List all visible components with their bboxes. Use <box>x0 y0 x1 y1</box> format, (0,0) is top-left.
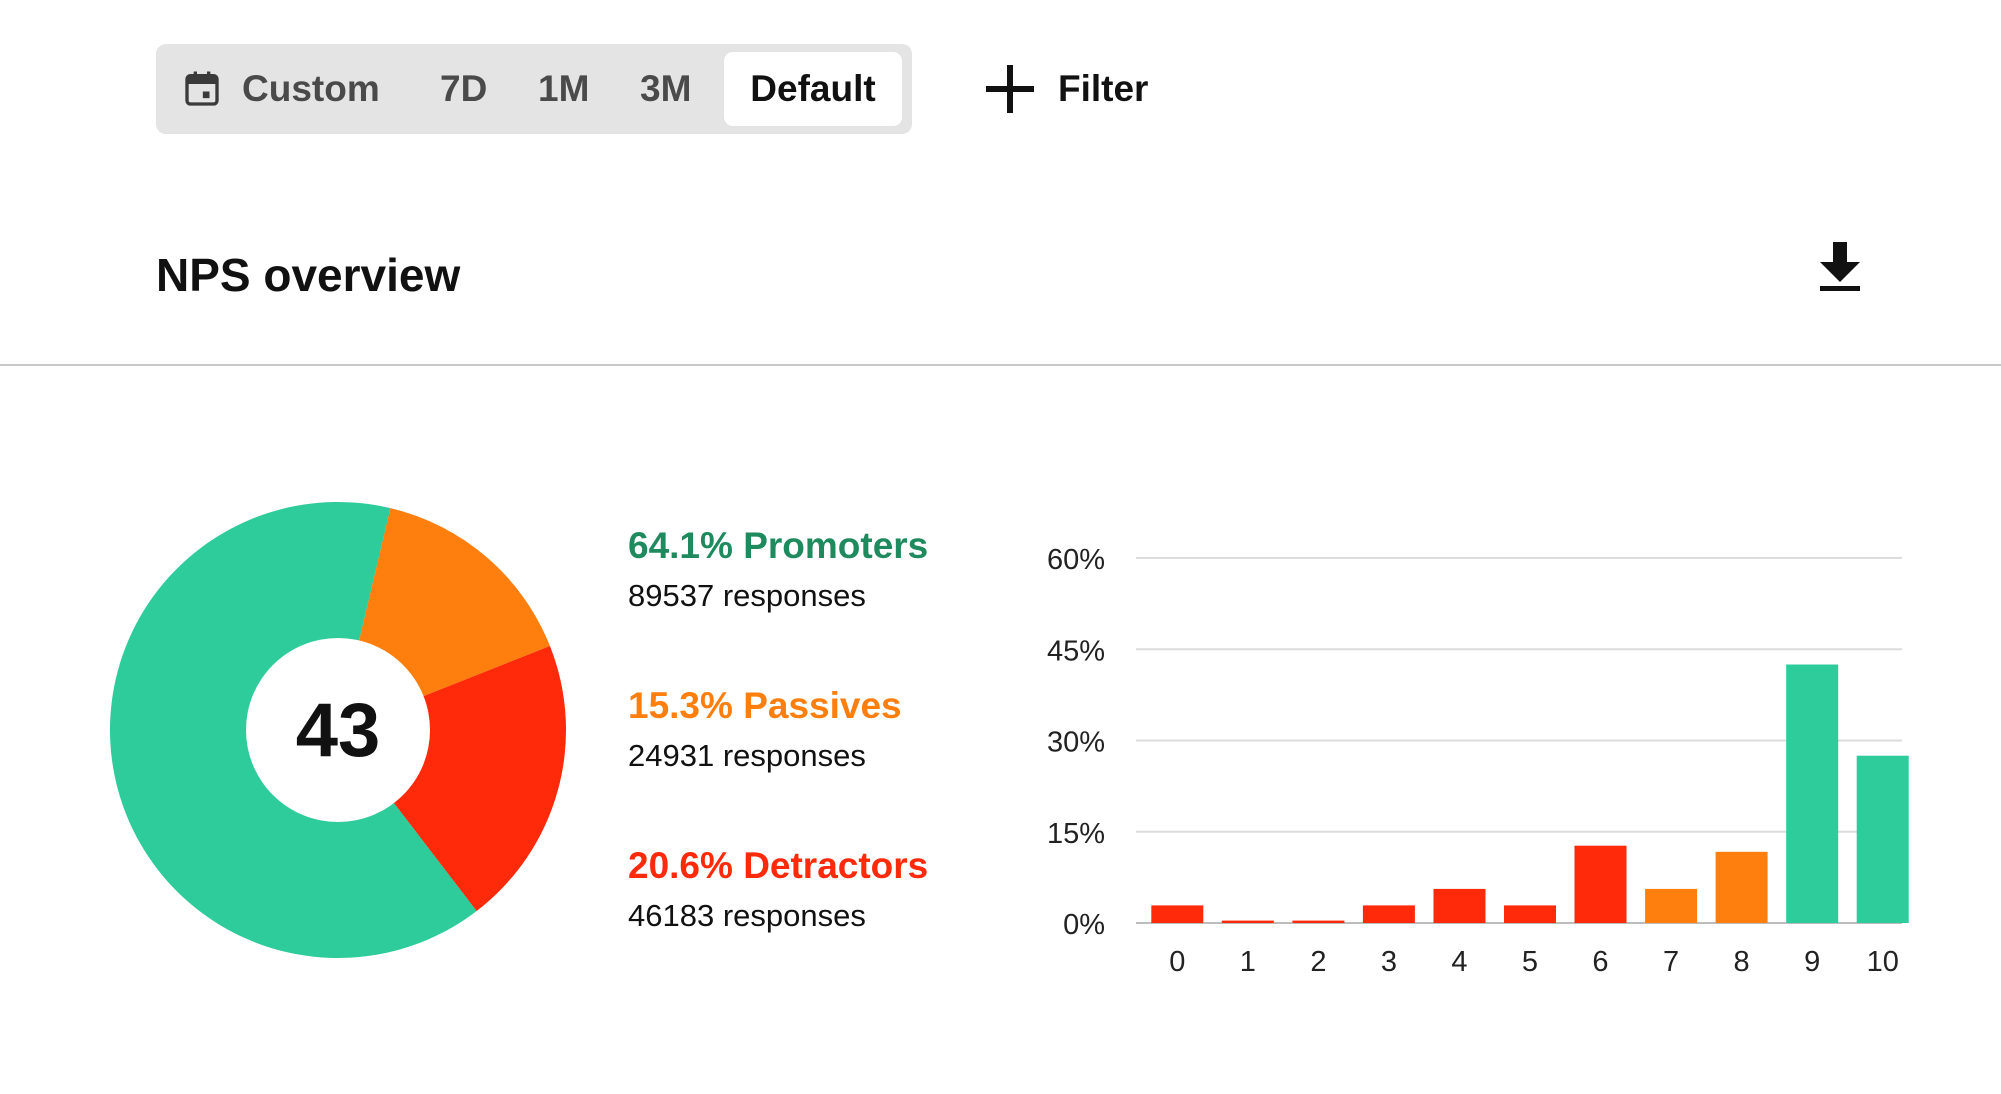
page-title: NPS overview <box>156 249 461 301</box>
y-tick-label: 0% <box>1063 909 1105 941</box>
x-tick-label: 6 <box>1592 946 1608 978</box>
x-tick-label: 10 <box>1867 946 1899 978</box>
range-option-1m[interactable]: 1M <box>538 68 590 109</box>
y-tick-label: 30% <box>1047 727 1105 759</box>
bar <box>1786 664 1839 923</box>
y-tick-label: 45% <box>1047 635 1105 667</box>
range-option-custom-label: Custom <box>242 68 380 109</box>
download-icon <box>1820 242 1860 291</box>
x-tick-label: 5 <box>1522 946 1538 978</box>
date-range-selector: Custom 7D 1M 3M Default <box>156 44 912 134</box>
x-tick-label: 0 <box>1169 946 1185 978</box>
x-tick-label: 1 <box>1240 946 1256 978</box>
nps-donut-chart: 43 <box>109 502 567 959</box>
plus-icon <box>986 65 1034 113</box>
x-tick-label: 7 <box>1663 946 1679 978</box>
bar <box>1292 920 1345 923</box>
add-filter-button[interactable]: Filter <box>984 60 1148 118</box>
legend-passives: 15.3% Passives 24931 responses <box>628 684 902 776</box>
bar <box>1856 755 1909 923</box>
bar <box>1362 905 1415 923</box>
download-button[interactable] <box>1818 240 1862 297</box>
donut-hole <box>246 638 430 822</box>
range-option-7d[interactable]: 7D <box>440 68 488 109</box>
x-tick-label: 4 <box>1451 946 1467 978</box>
bar <box>1645 888 1698 923</box>
score-distribution-chart: 0% 15% 30% 45% 60% 0 1 2 3 4 5 6 7 8 9 10 <box>1047 544 1909 978</box>
range-option-3m[interactable]: 3M <box>640 68 692 109</box>
filter-label: Filter <box>1058 68 1149 109</box>
bar <box>1504 905 1556 923</box>
passives-label: 15.3% Passives <box>628 685 902 726</box>
bar <box>1433 888 1486 923</box>
legend-detractors: 20.6% Detractors 46183 responses <box>628 844 928 936</box>
promoters-label: 64.1% Promoters <box>628 525 929 566</box>
bar <box>1715 851 1768 923</box>
y-tick-label: 15% <box>1047 818 1105 850</box>
x-tick-label: 9 <box>1804 946 1820 978</box>
range-option-custom[interactable]: Custom <box>182 44 380 134</box>
x-tick-label: 3 <box>1381 946 1397 978</box>
x-tick-label: 2 <box>1310 946 1326 978</box>
detractors-label: 20.6% Detractors <box>628 845 929 886</box>
legend-promoters: 64.1% Promoters 89537 responses <box>628 524 928 616</box>
y-tick-label: 60% <box>1047 544 1105 576</box>
x-tick-label: 8 <box>1734 946 1750 978</box>
header-divider <box>0 364 2001 366</box>
bar <box>1574 845 1627 923</box>
promoters-count: 89537 responses <box>628 578 866 613</box>
passives-count: 24931 responses <box>628 738 866 773</box>
nps-score: 43 <box>296 688 381 773</box>
bar <box>1221 920 1274 923</box>
calendar-icon <box>185 71 219 106</box>
bar <box>1151 905 1204 923</box>
range-option-default[interactable]: Default <box>724 52 902 126</box>
detractors-count: 46183 responses <box>628 898 866 933</box>
